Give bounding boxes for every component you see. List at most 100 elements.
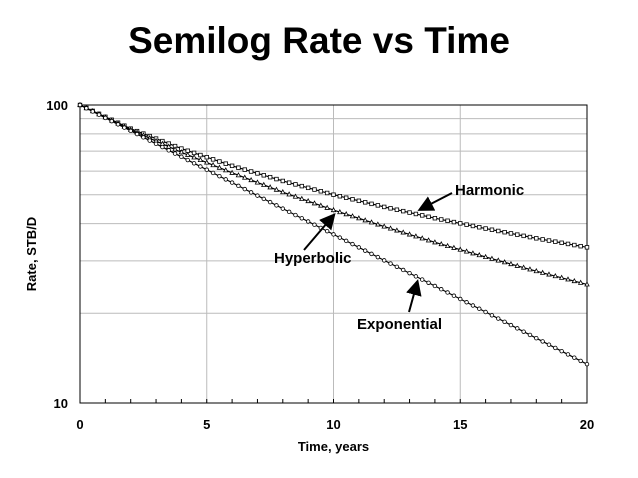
data-point	[349, 213, 356, 219]
data-point	[166, 148, 171, 153]
data-point	[242, 167, 247, 172]
data-point	[514, 262, 521, 268]
data-point	[362, 200, 368, 205]
data-point	[489, 227, 495, 232]
data-point	[572, 355, 577, 360]
data-point	[210, 161, 216, 168]
data-point	[584, 245, 590, 250]
data-point	[172, 146, 178, 152]
annotation-arrow	[417, 192, 453, 211]
data-point	[521, 329, 526, 334]
data-point	[451, 293, 457, 298]
data-point	[470, 303, 476, 308]
data-point	[242, 174, 248, 180]
grid	[80, 105, 587, 403]
annotations: Harmonic Hyperbolic Exponential	[274, 182, 524, 333]
data-point	[343, 238, 349, 244]
data-point	[406, 231, 413, 237]
data-point	[147, 138, 152, 143]
data-point	[521, 233, 526, 239]
data-point	[331, 232, 336, 237]
data-point	[312, 187, 317, 192]
data-point	[388, 261, 393, 266]
data-point	[483, 309, 488, 315]
data-point	[413, 274, 419, 279]
data-point	[375, 254, 381, 260]
data-point	[286, 180, 292, 185]
data-point	[508, 322, 514, 328]
data-point	[515, 326, 520, 331]
data-point	[261, 196, 266, 202]
y-tick-label: 100	[46, 98, 68, 113]
data-point	[362, 217, 368, 223]
data-point	[382, 258, 387, 263]
data-point	[578, 358, 583, 364]
data-point	[552, 272, 559, 279]
data-point	[204, 155, 209, 160]
data-point	[533, 267, 540, 274]
data-point	[420, 213, 425, 218]
data-point	[90, 109, 95, 114]
data-point	[496, 228, 501, 234]
data-point	[477, 306, 482, 311]
data-point	[394, 264, 400, 269]
data-point	[381, 223, 387, 229]
data-point	[482, 253, 489, 259]
annotation-arrow	[406, 279, 422, 313]
data-point	[489, 313, 495, 318]
data-point	[273, 186, 280, 192]
x-tick-label: 5	[203, 417, 210, 432]
x-tick-label: 0	[76, 417, 83, 432]
data-point	[337, 235, 343, 240]
data-point	[203, 159, 210, 165]
x-tick-label: 20	[580, 417, 594, 432]
data-point	[445, 218, 450, 223]
data-point	[458, 296, 463, 302]
data-point	[274, 203, 279, 208]
data-point	[248, 190, 254, 195]
data-point	[515, 232, 520, 237]
data-point	[248, 176, 254, 183]
data-point	[217, 173, 222, 179]
data-point	[546, 342, 552, 347]
data-point	[178, 149, 185, 155]
data-point	[457, 246, 464, 252]
data-point	[337, 194, 343, 199]
data-point	[584, 281, 590, 287]
data-point	[286, 209, 292, 215]
data-point	[432, 239, 438, 245]
data-point	[368, 219, 375, 225]
data-point	[318, 202, 324, 208]
data-point	[565, 241, 571, 247]
data-point	[432, 283, 438, 289]
data-point	[109, 118, 114, 124]
data-point	[261, 173, 266, 178]
data-point	[565, 352, 571, 357]
data-point	[565, 276, 571, 282]
data-point	[293, 212, 298, 218]
data-point	[141, 135, 146, 140]
data-point	[553, 239, 558, 244]
data-point	[185, 157, 190, 163]
data-point	[527, 266, 533, 272]
data-point	[419, 235, 425, 241]
data-point	[559, 240, 564, 246]
data-point	[369, 251, 374, 257]
data-point	[261, 181, 267, 187]
data-point	[292, 193, 299, 199]
data-point	[439, 217, 444, 222]
data-point	[293, 182, 298, 187]
data-point	[539, 269, 546, 275]
data-point	[331, 192, 336, 197]
data-point	[439, 287, 444, 292]
data-point	[534, 236, 539, 241]
data-point	[191, 154, 197, 160]
data-point	[463, 248, 470, 254]
data-point	[204, 167, 209, 172]
data-point	[223, 161, 228, 166]
data-point	[305, 219, 311, 224]
data-point	[267, 199, 273, 205]
data-point	[286, 191, 292, 197]
data-point	[103, 115, 108, 121]
data-point	[356, 215, 362, 221]
